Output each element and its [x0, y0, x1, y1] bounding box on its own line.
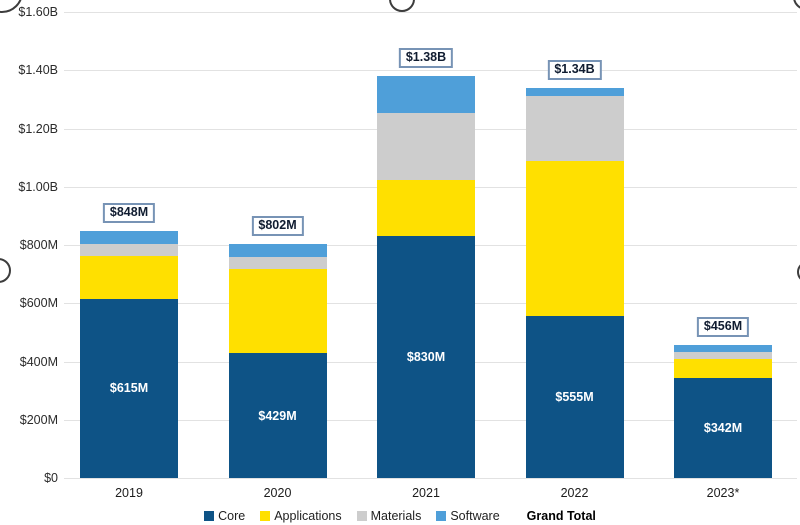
gridline [64, 12, 797, 13]
nav-circle-top-icon[interactable] [389, 0, 415, 12]
y-axis-tick-label: $1.40B [18, 63, 58, 78]
bar-segment-software-2021[interactable] [377, 76, 475, 114]
x-axis-label: 2023* [706, 486, 740, 500]
bar-segment-materials-2023[interactable] [674, 352, 772, 359]
y-axis-tick-label: $600M [19, 296, 58, 311]
grand-total-label: $848M [102, 203, 156, 224]
chart-legend: Core Applications Materials Software Grand T… [0, 509, 800, 523]
y-axis-tick-label: $200M [19, 412, 58, 427]
nav-circle-left-icon[interactable] [0, 258, 11, 283]
bar-segment-core-2023[interactable] [674, 378, 772, 478]
y-axis-tick-label: $1.20B [18, 121, 58, 136]
legend-swatch-icon [436, 511, 447, 521]
x-axis-label: 2022 [560, 486, 589, 500]
bar-segment-core-2022[interactable] [525, 316, 624, 478]
y-axis-tick-label: $0 [44, 471, 58, 485]
bar-segment-materials-2020[interactable] [228, 257, 327, 269]
gridline [64, 70, 797, 72]
bar-segment-materials-2022[interactable] [525, 95, 624, 161]
bar-segment-software-2023[interactable] [674, 345, 772, 353]
core-value-label: $830M [406, 350, 446, 365]
y-axis-tick-label: $800M [19, 238, 58, 252]
legend-item-materials[interactable]: Materials [356, 509, 422, 523]
x-axis-label: 2020 [263, 486, 292, 500]
core-value-label: $342M [703, 421, 743, 436]
bar-segment-core-2021[interactable] [377, 236, 475, 478]
legend-item-applications[interactable]: Applications [260, 509, 342, 523]
legend-item-label: Core [218, 509, 246, 523]
y-axis-tick-label: $1.60B [18, 5, 58, 19]
bar-segment-applications-2019[interactable] [80, 256, 178, 299]
y-axis-tick-label: $1.00B [18, 179, 58, 194]
legend-item-software[interactable]: Software [436, 509, 500, 523]
bar-segment-materials-2021[interactable] [377, 113, 475, 180]
bar-segment-core-2020[interactable] [228, 353, 327, 478]
grand-total-label: $456M [696, 317, 750, 338]
bar-segment-materials-2019[interactable] [80, 244, 178, 257]
bar-segment-applications-2021[interactable] [377, 179, 475, 237]
legend-swatch-icon [260, 511, 271, 521]
legend-swatch-icon [204, 511, 215, 521]
nav-circle-top-right-icon[interactable] [793, 0, 800, 10]
core-value-label: $429M [258, 408, 297, 423]
x-axis-label: 2021 [412, 486, 440, 500]
legend-item-label: Materials [370, 509, 422, 523]
grand-total-label: $1.34B [547, 59, 602, 80]
x-axis-label: 2019 [115, 486, 143, 500]
bar-segment-software-2019[interactable] [80, 231, 178, 245]
core-value-label: $615M [109, 381, 149, 396]
y-axis-tick-label: $400M [19, 354, 58, 369]
bar-segment-core-2019[interactable] [80, 298, 178, 478]
grand-total-label: $1.38B [398, 48, 454, 69]
legend-item-core[interactable]: Core [204, 509, 245, 523]
legend-grand-total-label: Grand Total [526, 509, 596, 523]
gridline [64, 478, 797, 479]
bar-segment-software-2020[interactable] [228, 244, 327, 258]
bar-segment-applications-2020[interactable] [228, 268, 327, 354]
grand-total-label: $802M [251, 216, 304, 237]
bar-segment-applications-2023[interactable] [674, 358, 772, 379]
bar-segment-applications-2022[interactable] [525, 160, 624, 317]
legend-item-label: Software [450, 509, 500, 523]
bar-segment-software-2022[interactable] [525, 87, 624, 96]
legend-swatch-icon [356, 511, 367, 521]
legend-item-label: Applications [274, 509, 342, 523]
core-value-label: $555M [555, 390, 594, 405]
